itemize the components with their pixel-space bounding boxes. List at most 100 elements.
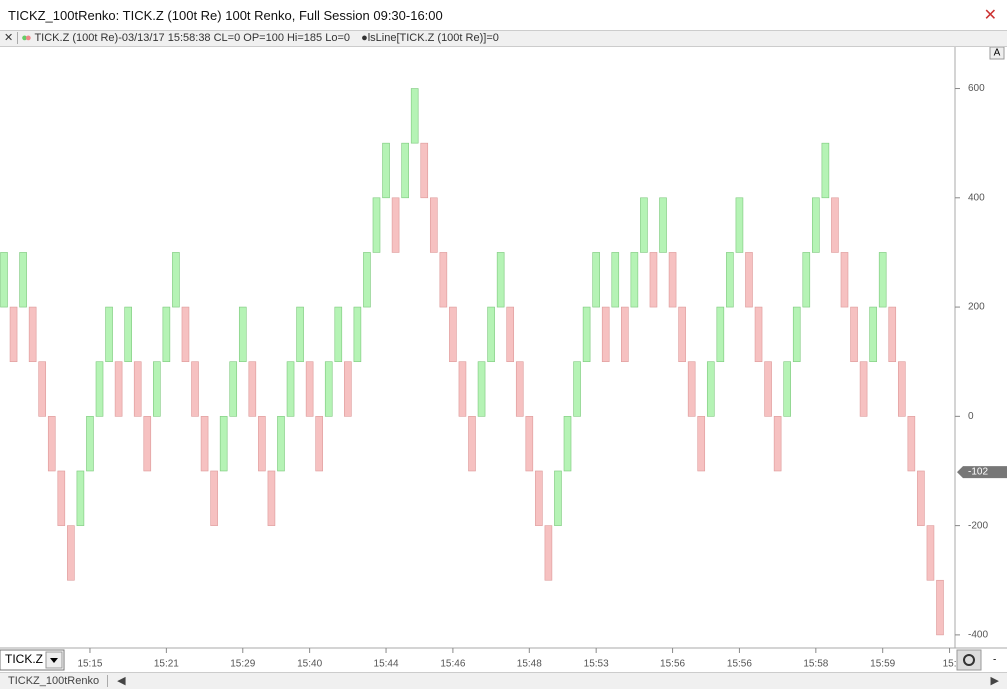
renko-brick	[668, 252, 677, 308]
renko-brick	[678, 306, 686, 363]
renko-brick	[687, 361, 696, 417]
renko-brick	[563, 416, 572, 472]
renko-brick	[229, 361, 238, 417]
renko-brick	[47, 416, 56, 472]
renko-brick	[764, 361, 772, 417]
renko-brick	[76, 470, 85, 526]
renko-brick	[525, 416, 534, 472]
x-tick-label: 15:58	[803, 659, 828, 670]
renko-brick	[19, 252, 27, 308]
renko-brick	[582, 306, 591, 363]
renko-brick	[334, 306, 343, 363]
info-text: TICK.Z (100t Re)-03/13/17 15:58:38 CL=0 …	[34, 32, 350, 44]
renko-brick	[191, 361, 199, 417]
renko-brick	[449, 306, 457, 363]
renko-brick	[726, 252, 734, 308]
renko-brick	[67, 525, 75, 581]
renko-brick	[305, 361, 314, 417]
renko-brick	[410, 88, 419, 144]
renko-brick	[57, 470, 66, 526]
renko-brick	[286, 361, 295, 417]
renko-brick	[812, 197, 820, 253]
last-value-label: -102	[968, 467, 988, 478]
renko-brick	[420, 142, 429, 199]
renko-brick	[706, 361, 715, 417]
renko-brick	[917, 470, 925, 526]
renko-brick	[372, 197, 381, 253]
renko-brick	[344, 361, 352, 417]
renko-brick	[496, 252, 505, 308]
x-tick-label: 15:56	[660, 659, 685, 670]
renko-brick	[391, 197, 400, 253]
renko-brick	[439, 252, 448, 308]
auto-button-label[interactable]: A	[994, 48, 1001, 59]
y-tick-label: -200	[968, 520, 988, 531]
renko-brick	[477, 361, 486, 417]
info-close[interactable]: ✕	[0, 32, 19, 44]
symbol-text[interactable]: TICK.Z	[5, 652, 43, 666]
x-tick-label: 15:53	[584, 659, 609, 670]
renko-brick	[592, 252, 600, 308]
x-tick-label: 15:46	[440, 659, 465, 670]
window-title: TICKZ_100tRenko: TICK.Z (100t Re) 100t R…	[8, 8, 443, 23]
renko-brick	[840, 252, 849, 308]
renko-brick	[640, 197, 648, 253]
renko-brick	[907, 416, 916, 472]
last-value-tag	[957, 466, 1007, 479]
renko-brick	[573, 361, 581, 417]
renko-brick	[754, 306, 763, 363]
y-tick-label: 400	[968, 192, 985, 203]
renko-brick	[630, 252, 639, 308]
minus-button[interactable]: -	[993, 655, 996, 666]
renko-brick	[659, 197, 667, 253]
renko-brick	[611, 252, 620, 308]
scroll-left[interactable]: ◀	[117, 675, 126, 687]
renko-brick	[296, 306, 304, 363]
renko-brick	[248, 361, 257, 417]
renko-brick	[114, 361, 123, 417]
renko-brick	[468, 416, 476, 472]
x-tick-label: 15:56	[727, 659, 752, 670]
auto-button[interactable]	[989, 47, 1005, 60]
renko-brick	[773, 416, 782, 472]
renko-brick	[124, 306, 132, 363]
tab-bar: TICKZ_100tRenko ◀ ▶	[0, 672, 1007, 689]
renko-brick	[153, 361, 161, 417]
renko-brick	[0, 252, 8, 308]
renko-brick	[802, 252, 811, 308]
renko-brick	[143, 416, 152, 472]
renko-brick	[105, 306, 113, 363]
up-dot: ●	[21, 32, 28, 44]
renko-brick	[926, 525, 935, 581]
renko-brick	[716, 306, 725, 363]
refresh-button[interactable]	[956, 649, 982, 671]
renko-brick	[324, 361, 333, 417]
close-button[interactable]: ✕	[983, 7, 997, 24]
scroll-right[interactable]: ▶	[990, 675, 999, 687]
renko-brick	[172, 252, 180, 308]
renko-brick	[267, 470, 276, 526]
y-tick-label: 600	[968, 83, 985, 94]
renko-brick	[897, 361, 906, 417]
renko-brick	[936, 579, 944, 636]
down-dot: ●	[24, 32, 32, 44]
tab[interactable]: TICKZ_100tRenko	[0, 675, 109, 687]
y-tick-label: 0	[968, 411, 974, 422]
renko-brick	[38, 361, 47, 417]
renko-brick	[745, 252, 753, 308]
renko-brick	[28, 306, 37, 363]
renko-brick	[554, 470, 562, 526]
renko-brick	[162, 306, 171, 363]
x-tick-label: 15:	[943, 659, 957, 670]
renko-brick	[258, 416, 266, 472]
x-tick-label: 15:29	[230, 659, 255, 670]
renko-brick	[859, 361, 868, 417]
renko-brick	[9, 306, 18, 363]
y-tick-label: -400	[968, 630, 988, 641]
renko-brick	[792, 306, 801, 363]
renko-brick	[200, 416, 209, 472]
renko-brick	[133, 361, 142, 417]
x-tick-label: 15:44	[374, 659, 399, 670]
renko-brick	[649, 252, 658, 308]
renko-brick	[277, 416, 285, 472]
